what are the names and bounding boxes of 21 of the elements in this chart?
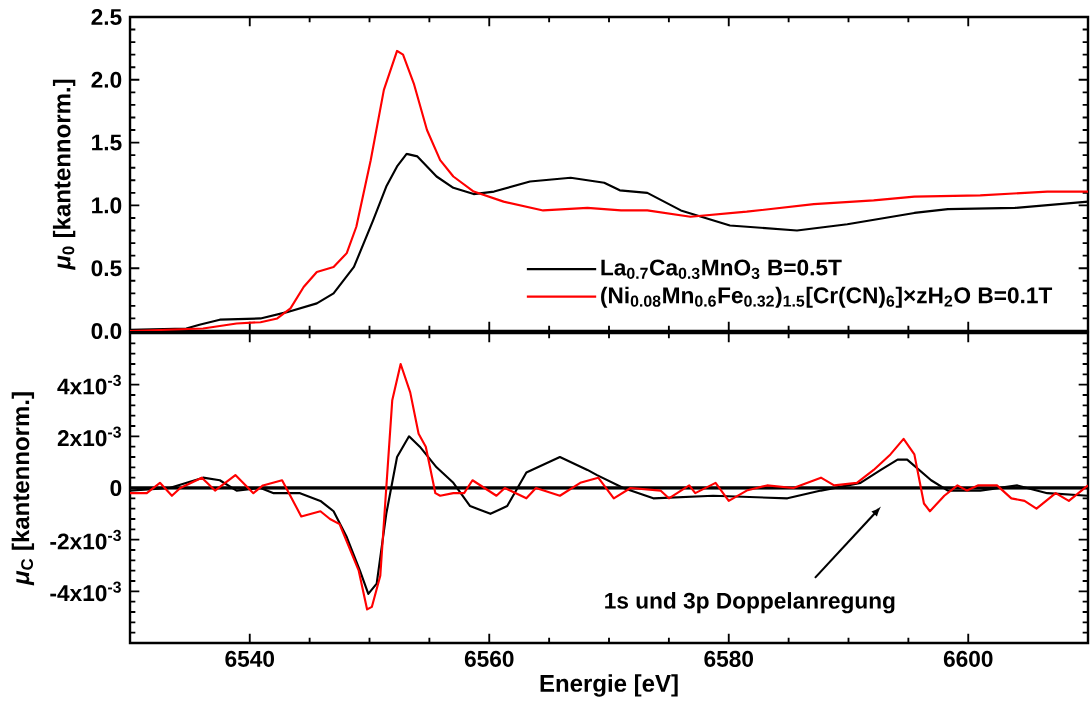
x-axis-title: Energie [eV] <box>540 674 678 697</box>
x-tick-label: 6600 <box>943 650 993 667</box>
y-tick-label: -2x10$^{-3}$ <box>50 529 121 550</box>
x-tick-label: 6560 <box>464 650 514 667</box>
text: (Ni$_{0.08}$Mn$_{0.6}$Fe$_{0.32}$)$_{1.5}$[Cr(CN)$_{6}$]×zH$_{2}$O B=0.1T <box>601 286 1053 308</box>
y-tick-label: 1.5 <box>92 134 122 151</box>
y-tick-label: 0.5 <box>91 260 122 277</box>
y-axis-title: μ$_{0}$ [kantennorm.] <box>52 79 76 271</box>
x-tick-label: 6580 <box>704 650 754 667</box>
y-tick-label: 2.0 <box>91 71 122 88</box>
y-tick-label: -4x10$^{-3}$ <box>50 581 121 602</box>
y-tick-label: 2x10$^{-3}$ <box>57 426 121 447</box>
y-tick-label: 4x10$^{-3}$ <box>57 374 121 395</box>
legend-label: La$_{0.7}$Ca$_{0.3}$MnO$_{3}$ B=0.5T <box>601 259 842 279</box>
x-tick-label: 6540 <box>225 650 275 667</box>
y-tick-label: 0.0 <box>91 322 122 340</box>
y-axis-title: μ$_{C}$ [kantennorm.] <box>11 392 35 586</box>
y-tick-label: 2.5 <box>91 8 122 26</box>
annotation: 1s und 3p Doppelanregung <box>605 592 895 614</box>
y-tick-label: 0 <box>110 479 122 497</box>
y-tick-label: 1.0 <box>92 197 122 214</box>
